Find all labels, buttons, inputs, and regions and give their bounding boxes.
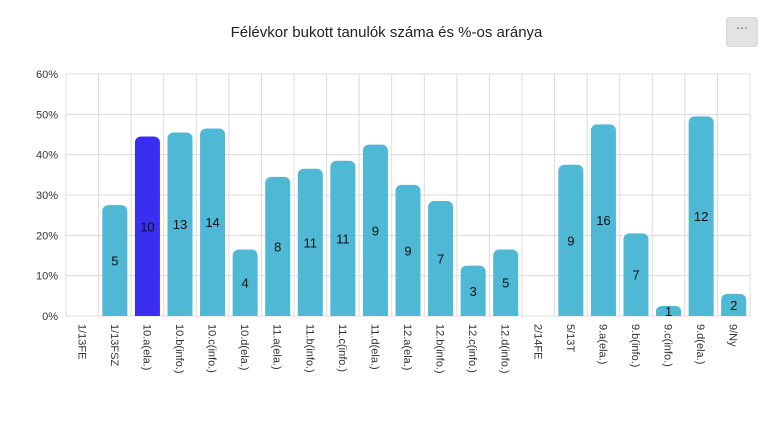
data-label: 3 <box>470 284 477 299</box>
x-tick-label: 10.a(ela.) <box>140 324 152 370</box>
bar-base <box>656 310 682 316</box>
data-label: 16 <box>596 213 610 228</box>
data-label: 2 <box>730 298 737 313</box>
bar <box>558 164 584 316</box>
data-label: 7 <box>437 252 444 267</box>
bar <box>428 201 454 316</box>
x-tick-label: 9.c(info.) <box>662 324 674 367</box>
bar-base <box>297 310 323 316</box>
bar <box>460 265 486 316</box>
bar-base <box>721 310 747 316</box>
y-tick-label: 0% <box>42 311 58 323</box>
x-tick-label: 10.b(info.) <box>173 324 185 374</box>
data-label: 7 <box>632 268 639 283</box>
x-tick-label: 12.c(info.) <box>466 324 478 373</box>
x-tick-label: 11.c(info.) <box>336 324 348 372</box>
chart-title: Félévkor bukott tanulók száma és %-os ar… <box>230 24 543 41</box>
bar-base <box>493 310 519 316</box>
bar-base <box>590 310 616 316</box>
bar <box>688 116 714 316</box>
bar <box>134 136 160 316</box>
x-tick-label: 5/13T <box>564 324 576 352</box>
x-tick-label: 9.a(ela.) <box>596 324 608 364</box>
y-tick-label: 60% <box>36 69 58 81</box>
bar-base <box>460 310 486 316</box>
data-label: 9 <box>372 223 379 238</box>
data-label: 10 <box>140 219 154 234</box>
bar-base <box>688 310 714 316</box>
bar-base <box>102 310 128 316</box>
data-label: 1 <box>665 304 672 319</box>
bar <box>200 128 226 316</box>
x-tick-label: 12.a(ela.) <box>401 324 413 370</box>
data-label: 4 <box>242 276 249 291</box>
x-tick-label: 9/Ny <box>727 324 739 347</box>
x-tick-label: 1/13FE <box>75 324 87 359</box>
data-label: 12 <box>694 209 708 224</box>
bar-base <box>362 310 388 316</box>
x-tick-label: 1/13FSZ <box>108 324 120 366</box>
chart-menu-button[interactable]: ··· <box>726 17 758 47</box>
x-tick-label: 12.b(info.) <box>434 324 446 374</box>
y-tick-label: 50% <box>36 109 58 121</box>
x-tick-label: 12.d(info.) <box>499 324 511 374</box>
data-label: 5 <box>502 276 509 291</box>
bar <box>297 168 323 316</box>
x-tick-label: 2/14FE <box>531 324 543 359</box>
x-tick-label: 10.d(ela.) <box>238 324 250 370</box>
bar-base <box>200 310 226 316</box>
bar <box>590 124 616 317</box>
bar-base <box>395 310 421 316</box>
data-label: 9 <box>404 243 411 258</box>
data-label: 5 <box>111 254 118 269</box>
bar <box>362 144 388 316</box>
data-label: 13 <box>173 217 187 232</box>
x-tick-label: 9.b(info.) <box>629 324 641 367</box>
bar <box>623 233 649 316</box>
bar <box>102 205 128 316</box>
x-tick-label: 9.d(ela.) <box>694 324 706 364</box>
bar-base <box>167 310 193 316</box>
bar <box>232 249 258 316</box>
x-tick-label: 10.c(info.) <box>206 324 218 373</box>
y-tick-label: 20% <box>36 230 58 242</box>
bar-base <box>558 310 584 316</box>
bar <box>493 249 519 316</box>
x-tick-label: 11.d(ela.) <box>368 324 380 370</box>
bar-base <box>134 310 160 316</box>
y-tick-label: 30% <box>36 190 58 202</box>
bar <box>330 160 356 316</box>
data-label: 9 <box>567 233 574 248</box>
bar-base <box>623 310 649 316</box>
y-tick-label: 10% <box>36 271 58 283</box>
data-label: 8 <box>274 239 281 254</box>
data-label: 11 <box>336 231 350 246</box>
x-tick-label: 11.b(info.) <box>303 324 315 373</box>
bar <box>395 184 421 316</box>
y-tick-label: 40% <box>36 150 58 162</box>
bar <box>167 132 193 316</box>
bar <box>265 176 291 316</box>
x-tick-label: 11.a(ela.) <box>271 324 283 370</box>
bar-base <box>428 310 454 316</box>
bar-base <box>330 310 356 316</box>
data-label: 14 <box>205 215 219 230</box>
bar-base <box>265 310 291 316</box>
bar-base <box>232 310 258 316</box>
data-label: 11 <box>304 235 318 250</box>
